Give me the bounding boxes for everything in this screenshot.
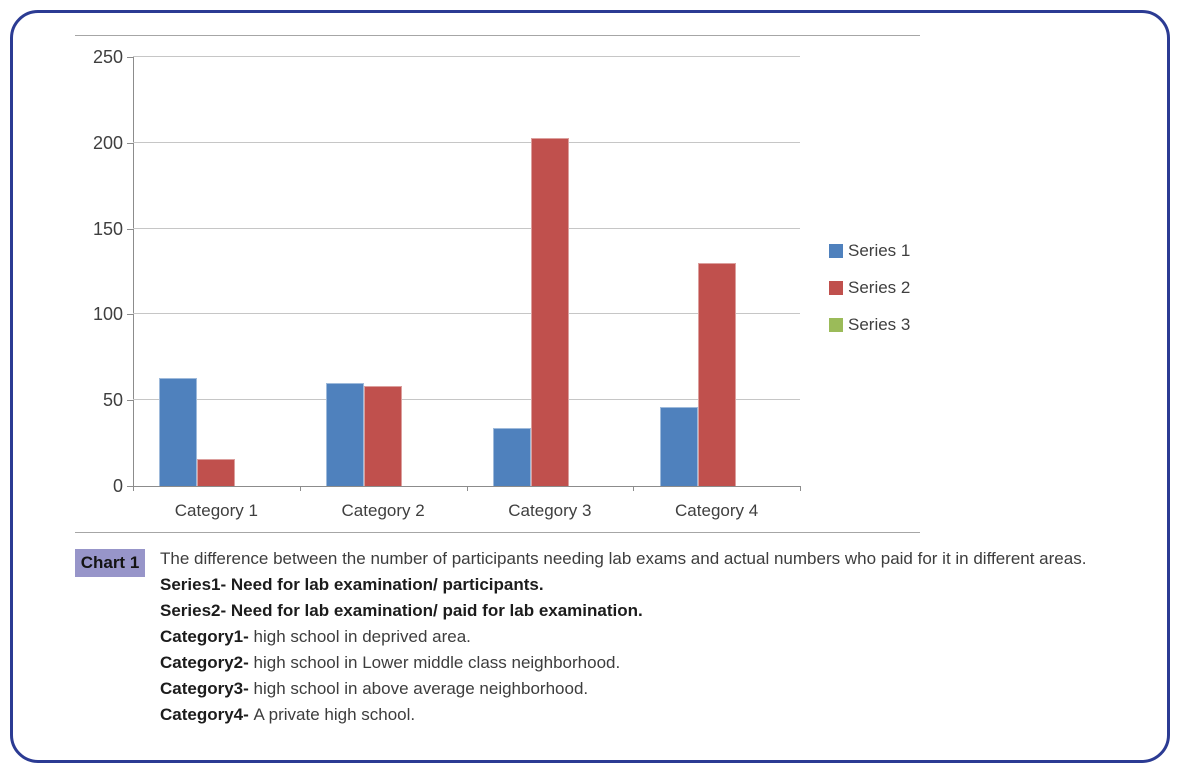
gridline [133,227,800,229]
bar-series-2-category-1 [197,458,236,486]
legend-item: Series 2 [829,277,910,299]
caption-segment: high school in above average neighborhoo… [253,679,589,698]
bar-series-1-category-1 [159,377,198,486]
legend-label: Series 2 [848,278,911,297]
caption-bold-segment: Series2- Need for lab examination/ paid … [160,601,643,620]
caption-paragraph: Series2- Need for lab examination/ paid … [160,598,1110,624]
gridline [133,141,800,143]
caption-paragraph: Category4- A private high school. [160,702,1110,728]
caption-bold-segment: Series1- Need for lab examination/ parti… [160,575,544,594]
caption-segment: The difference between the number of par… [160,549,1087,568]
bar-series-2-category-4 [697,262,736,486]
caption-bold-segment: Category4- [160,705,254,724]
x-axis-tick [633,486,634,491]
legend-label: Series 1 [848,241,911,260]
y-axis-tick-label: 150 [92,218,123,239]
caption-paragraph: The difference between the number of par… [160,546,1110,598]
caption-paragraph: Category3- high school in above average … [160,676,1110,702]
y-axis-tick [127,228,133,230]
caption-bold-segment: Category2- [160,653,254,672]
caption-paragraph: Category2- high school in Lower middle c… [160,650,1110,676]
bar-series-1-category-2 [326,383,365,486]
legend-item: Series 3 [829,314,910,336]
legend-label: Series 3 [848,315,911,334]
y-axis-tick-label: 250 [92,47,123,67]
x-axis-category-label: Category 2 [341,501,425,520]
x-axis-category-label: Category 1 [174,501,258,520]
y-axis-tick [127,486,133,487]
gridline [133,56,800,57]
y-axis-tick-label: 200 [92,132,123,153]
caption-segment: A private high school. [253,705,416,724]
chart-legend: Series 1 Series 2 Series 3 [829,240,910,351]
chart-top-rule [75,35,920,36]
y-axis-line [133,57,134,487]
x-axis-tick [467,486,468,491]
y-axis-tick-label: 100 [92,304,123,325]
x-axis-tick [133,486,134,491]
gridline [133,399,800,401]
legend-swatch-icon [829,281,843,295]
y-axis-tick-label: 50 [102,390,123,411]
y-axis-tick-label: 0 [112,476,123,496]
legend-swatch-icon [829,244,843,258]
x-axis-category-label: Category 4 [675,501,759,520]
legend-item: Series 1 [829,240,910,262]
y-axis-tick [127,142,133,144]
bar-series-1-category-4 [659,407,698,486]
y-axis-tick [127,400,133,402]
chart-bottom-rule [75,532,920,533]
caption-bold-segment: Category1- [160,627,254,646]
x-axis-tick [800,486,801,491]
caption-paragraph: Category1- high school in deprived area. [160,624,1110,650]
x-axis-category-label: Category 3 [508,501,592,520]
caption-segment: high school in deprived area. [253,627,471,646]
bar-series-1-category-3 [492,427,531,486]
caption-segment: high school in Lower middle class neighb… [253,653,621,672]
chart-caption-chip: Chart 1 [75,549,145,577]
chart-caption-text: The difference between the number of par… [160,546,1110,728]
bar-series-2-category-3 [530,137,569,486]
y-axis-tick [127,57,133,58]
bar-series-2-category-2 [364,386,403,486]
y-axis-tick [127,314,133,316]
gridline [133,313,800,315]
figure-frame-border [10,10,1170,763]
plot-area: 0 50 100 150 200 250 Category 1 Category 2 Categ… [93,47,801,520]
x-axis-tick [300,486,301,491]
legend-swatch-icon [829,318,843,332]
caption-bold-segment: Category3- [160,679,254,698]
